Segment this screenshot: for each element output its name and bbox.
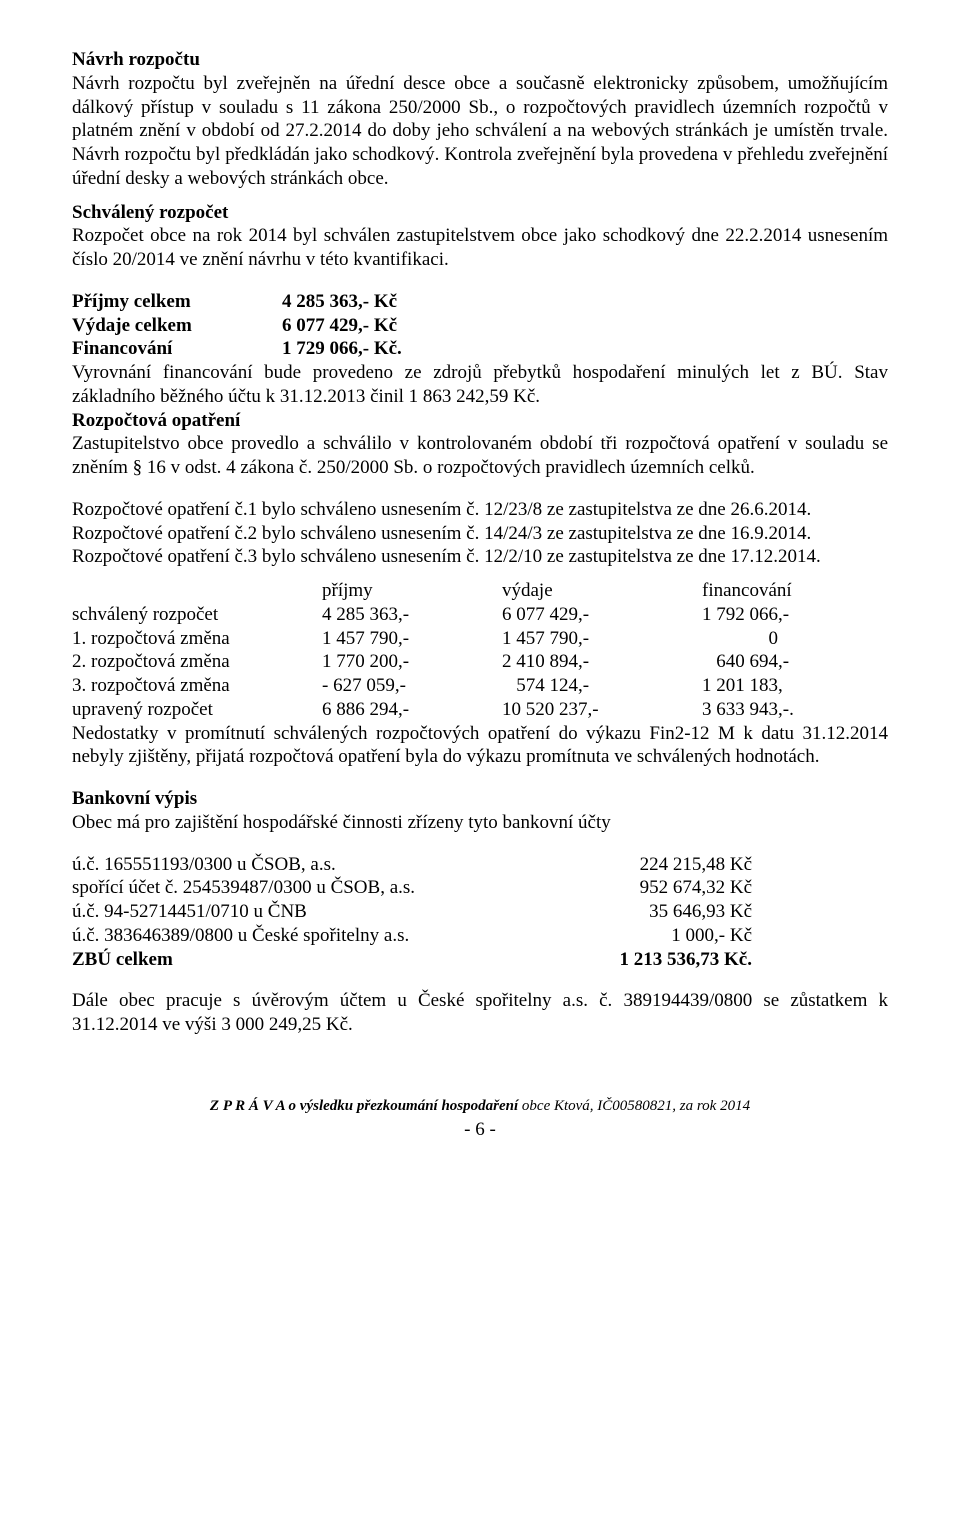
bank-value: 952 674,32 Kč <box>532 876 752 900</box>
summary-label: Financování <box>72 337 282 361</box>
summary-value: 4 285 363,- Kč <box>282 290 397 314</box>
summary-row: Financování 1 729 066,- Kč. <box>72 337 888 361</box>
bank-value: 1 000,- Kč <box>532 924 752 948</box>
bank-label: spořící účet č. 254539487/0300 u ČSOB, a… <box>72 876 532 900</box>
table-cell: schválený rozpočet <box>72 603 322 627</box>
heading-bankovni-vypis: Bankovní výpis <box>72 787 888 811</box>
heading-schvaleny-rozpocet: Schválený rozpočet <box>72 201 888 225</box>
bank-value: 224 215,48 Kč <box>532 853 752 877</box>
paragraph: Rozpočtové opatření č.1 bylo schváleno u… <box>72 498 888 522</box>
table-cell: 2. rozpočtová změna <box>72 650 322 674</box>
table-cell: 1. rozpočtová změna <box>72 627 322 651</box>
table-cell: 10 520 237,- <box>502 698 702 722</box>
paragraph: Nedostatky v promítnutí schválených rozp… <box>72 722 888 770</box>
budget-table: příjmy výdaje financování schválený rozp… <box>72 579 888 722</box>
table-cell: 6 886 294,- <box>322 698 502 722</box>
table-cell: 0 <box>702 627 882 651</box>
table-row: ú.č. 94-52714451/0710 u ČNB 35 646,93 Kč <box>72 900 888 924</box>
paragraph: Rozpočtové opatření č.3 bylo schváleno u… <box>72 545 888 569</box>
heading-navrh-rozpoctu: Návrh rozpočtu <box>72 48 888 72</box>
table-cell: 6 077 429,- <box>502 603 702 627</box>
document-page: Návrh rozpočtu Návrh rozpočtu byl zveřej… <box>0 0 960 1181</box>
table-row: spořící účet č. 254539487/0300 u ČSOB, a… <box>72 876 888 900</box>
bank-label: ZBÚ celkem <box>72 948 532 972</box>
bank-value: 35 646,93 Kč <box>532 900 752 924</box>
bank-label: ú.č. 383646389/0800 u České spořitelny a… <box>72 924 532 948</box>
paragraph: Rozpočet obce na rok 2014 byl schválen z… <box>72 224 888 272</box>
table-row: ú.č. 165551193/0300 u ČSOB, a.s. 224 215… <box>72 853 888 877</box>
table-cell: 640 694,- <box>702 650 882 674</box>
bank-accounts: ú.č. 165551193/0300 u ČSOB, a.s. 224 215… <box>72 853 888 972</box>
paragraph: Návrh rozpočtu byl zveřejněn na úřední d… <box>72 72 888 191</box>
summary-block: Příjmy celkem 4 285 363,- Kč Výdaje celk… <box>72 290 888 361</box>
paragraph: Zastupitelstvo obce provedlo a schválilo… <box>72 432 888 480</box>
table-cell: výdaje <box>502 579 702 603</box>
table-header: příjmy výdaje financování <box>72 579 888 603</box>
table-cell: 1 770 200,- <box>322 650 502 674</box>
footer-text: Z P R Á V A o výsledku přezkoumání hospo… <box>210 1098 522 1114</box>
table-cell: 3 633 943,-. <box>702 698 882 722</box>
paragraph: Rozpočtové opatření č.2 bylo schváleno u… <box>72 522 888 546</box>
table-cell: 1 201 183, <box>702 674 882 698</box>
summary-label: Příjmy celkem <box>72 290 282 314</box>
table-cell: příjmy <box>322 579 502 603</box>
bank-label: ú.č. 165551193/0300 u ČSOB, a.s. <box>72 853 532 877</box>
summary-label: Výdaje celkem <box>72 314 282 338</box>
footer-title: Z P R Á V A o výsledku přezkoumání hospo… <box>72 1097 888 1116</box>
paragraph: Vyrovnání financování bude provedeno ze … <box>72 361 888 409</box>
table-row: upravený rozpočet 6 886 294,- 10 520 237… <box>72 698 888 722</box>
table-cell: 1 792 066,- <box>702 603 882 627</box>
table-cell: 4 285 363,- <box>322 603 502 627</box>
summary-value: 1 729 066,- Kč. <box>282 337 402 361</box>
summary-row: Příjmy celkem 4 285 363,- Kč <box>72 290 888 314</box>
table-cell: financování <box>702 579 882 603</box>
table-cell: 1 457 790,- <box>322 627 502 651</box>
heading-rozpoctova-opatreni: Rozpočtová opatření <box>72 409 888 433</box>
paragraph: Obec má pro zajištění hospodářské činnos… <box>72 811 888 835</box>
table-row: schválený rozpočet 4 285 363,- 6 077 429… <box>72 603 888 627</box>
table-cell: 1 457 790,- <box>502 627 702 651</box>
footer-text: obce Ktová, IČ00580821, za rok 2014 <box>522 1098 750 1114</box>
page-footer: Z P R Á V A o výsledku přezkoumání hospo… <box>72 1097 888 1142</box>
table-row: 2. rozpočtová změna 1 770 200,- 2 410 89… <box>72 650 888 674</box>
table-cell: 3. rozpočtová změna <box>72 674 322 698</box>
bank-value: 1 213 536,73 Kč. <box>532 948 752 972</box>
table-row-total: ZBÚ celkem 1 213 536,73 Kč. <box>72 948 888 972</box>
summary-row: Výdaje celkem 6 077 429,- Kč <box>72 314 888 338</box>
bank-label: ú.č. 94-52714451/0710 u ČNB <box>72 900 532 924</box>
table-cell: 574 124,- <box>502 674 702 698</box>
table-row: ú.č. 383646389/0800 u České spořitelny a… <box>72 924 888 948</box>
table-cell: 2 410 894,- <box>502 650 702 674</box>
table-cell: upravený rozpočet <box>72 698 322 722</box>
table-row: 1. rozpočtová změna 1 457 790,- 1 457 79… <box>72 627 888 651</box>
table-cell <box>72 579 322 603</box>
summary-value: 6 077 429,- Kč <box>282 314 397 338</box>
page-number: - 6 - <box>72 1118 888 1142</box>
table-row: 3. rozpočtová změna - 627 059,- 574 124,… <box>72 674 888 698</box>
table-cell: - 627 059,- <box>322 674 502 698</box>
paragraph: Dále obec pracuje s úvěrovým účtem u Čes… <box>72 989 888 1037</box>
